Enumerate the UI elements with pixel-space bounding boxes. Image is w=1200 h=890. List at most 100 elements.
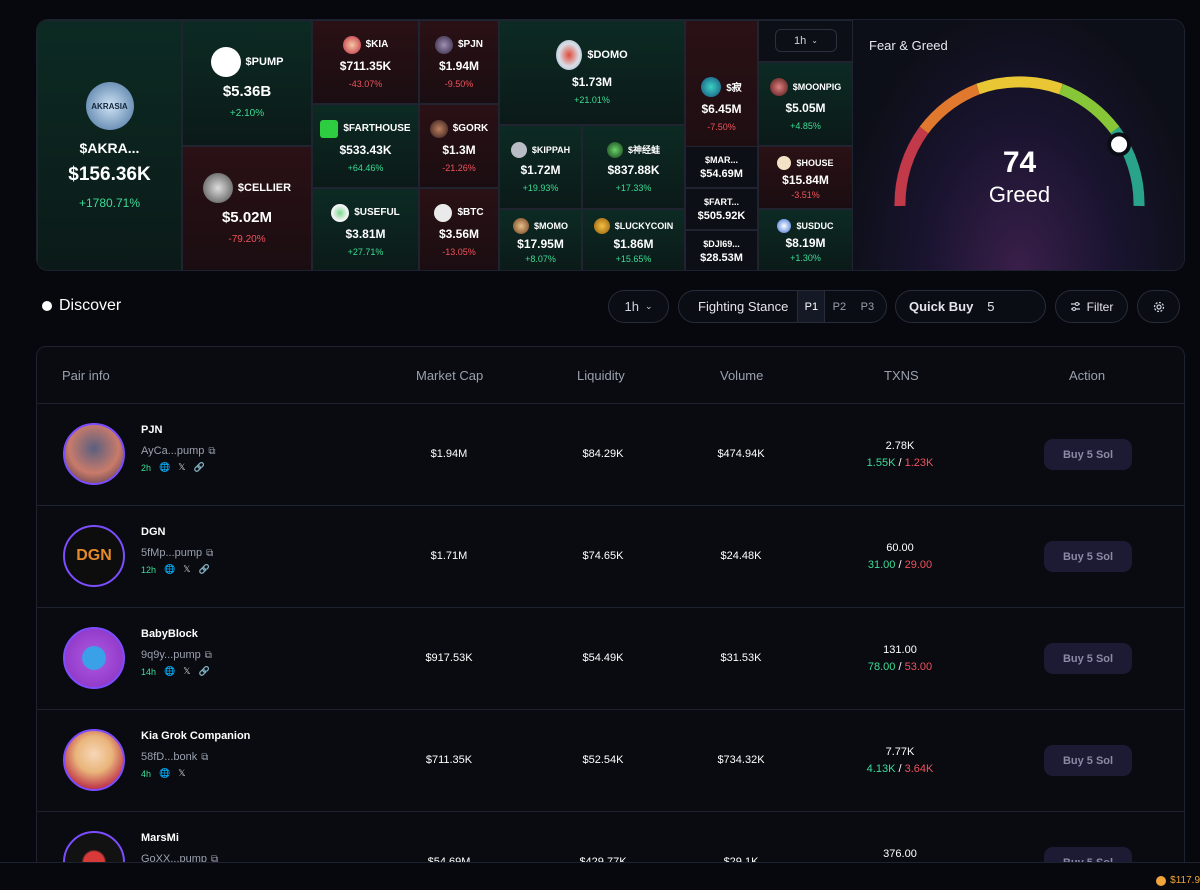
market-cap-value: $917.53K bbox=[425, 652, 473, 664]
tile-value: $837.88K bbox=[607, 162, 660, 177]
tile-symbol: $MOONPIG bbox=[792, 81, 842, 92]
heatmap-tile-momo[interactable]: $MOMO $17.95M +8.07% bbox=[499, 209, 582, 270]
x-icon[interactable]: 𝕏 bbox=[183, 666, 191, 676]
gauge-segment-greed bbox=[1058, 83, 1120, 134]
tile-symbol: $神经蛙 bbox=[627, 145, 660, 155]
settings-button[interactable] bbox=[1137, 290, 1180, 323]
heatmap-tile-domo[interactable]: $DOMO $1.73M +21.01% bbox=[499, 20, 685, 125]
tile-symbol: $DJI69... bbox=[703, 238, 740, 249]
column-market-cap[interactable]: Market Cap bbox=[416, 368, 484, 383]
link-icon[interactable]: 🔗 bbox=[193, 462, 205, 472]
pair-name[interactable]: DGN bbox=[141, 526, 166, 538]
link-icon[interactable]: 🔗 bbox=[198, 666, 210, 676]
heatmap-tile-dji[interactable]: $DJI69... $28.53M bbox=[685, 230, 758, 270]
tile-value: $5.02M bbox=[221, 209, 273, 226]
heatmap-tile-btc[interactable]: $BTC $3.56M -13.05% bbox=[419, 188, 499, 270]
heatmap-tile-cellier[interactable]: $CELLIER $5.02M -79.20% bbox=[182, 146, 312, 270]
pair-name[interactable]: Kia Grok Companion bbox=[141, 730, 251, 742]
globe-icon[interactable]: 🌐 bbox=[164, 564, 176, 574]
copy-icon[interactable]: ⧉ bbox=[206, 547, 214, 559]
table-row[interactable]: PJN AyCa...pump ⧉ 2h 🌐 𝕏 🔗 $1.94M $84.29K $4… bbox=[37, 404, 1184, 506]
tile-change: -7.50% bbox=[707, 121, 736, 132]
heatmap-tile-usduc[interactable]: $USDUC $8.19M +1.30% bbox=[758, 209, 853, 270]
pair-age: 14h bbox=[141, 666, 157, 677]
link-icon[interactable]: 🔗 bbox=[198, 564, 210, 574]
table-header: Pair info Market Cap Liquidity Volume TX… bbox=[37, 347, 1184, 404]
globe-icon[interactable]: 🌐 bbox=[164, 666, 176, 676]
copy-icon[interactable]: ⧉ bbox=[204, 649, 212, 661]
tile-symbol: $PUMP bbox=[245, 56, 284, 68]
pair-name[interactable]: MarsMi bbox=[141, 832, 179, 844]
volume-value: $474.94K bbox=[717, 448, 765, 460]
heatmap-tile-shenjing[interactable]: $神经蛙 $837.88K +17.33% bbox=[582, 125, 685, 209]
stance-p1-button[interactable]: P1 bbox=[797, 291, 826, 322]
buy-button[interactable]: Buy 5 Sol bbox=[1044, 643, 1132, 674]
tile-value: $1.3M bbox=[442, 142, 476, 157]
tile-symbol: $USEFUL bbox=[354, 207, 400, 218]
buy-button[interactable]: Buy 5 Sol bbox=[1044, 439, 1132, 470]
heatmap-tile-moonpig[interactable]: $MOONPIG $5.05M +4.85% bbox=[758, 62, 853, 146]
heatmap-timeframe-select[interactable]: 1h ⌄ bbox=[775, 29, 837, 52]
heatmap-tile-farthouse[interactable]: $FARTHOUSE $533.43K +64.46% bbox=[312, 104, 419, 188]
column-volume[interactable]: Volume bbox=[720, 368, 764, 383]
chevron-down-icon: ⌄ bbox=[811, 36, 818, 45]
stance-p2-button[interactable]: P2 bbox=[832, 300, 847, 313]
liquidity-value: $74.65K bbox=[582, 550, 624, 562]
liquidity-value: $52.54K bbox=[582, 754, 624, 766]
discover-timeframe-select[interactable]: 1h ⌄ bbox=[608, 290, 669, 323]
buy-button[interactable]: Buy 5 Sol bbox=[1044, 745, 1132, 776]
tile-change: +1.30% bbox=[790, 252, 821, 263]
quick-buy-amount[interactable]: 5 bbox=[987, 299, 995, 314]
buy-button[interactable]: Buy 5 Sol bbox=[1044, 541, 1132, 572]
tile-symbol: $FARTHOUSE bbox=[343, 123, 411, 134]
filter-button[interactable]: Filter bbox=[1055, 290, 1128, 323]
table-row[interactable]: BabyBlock 9q9y...pump ⧉ 14h 🌐 𝕏 🔗 $917.53K $… bbox=[37, 608, 1184, 710]
heatmap-tile-pump[interactable]: $PUMP $5.36B +2.10% bbox=[182, 20, 312, 146]
column-liquidity[interactable]: Liquidity bbox=[577, 368, 625, 383]
gauge-segment-neutral bbox=[976, 76, 1063, 95]
heatmap-tile-kippah[interactable]: $KIPPAH $1.72M +19.93% bbox=[499, 125, 582, 209]
pair-name[interactable]: PJN bbox=[141, 424, 163, 436]
tile-value: $8.19M bbox=[785, 235, 826, 250]
luckycoin-logo-icon bbox=[593, 217, 610, 234]
x-icon[interactable]: 𝕏 bbox=[178, 462, 186, 472]
heatmap-tile-house[interactable]: $HOUSE $15.84M -3.51% bbox=[758, 146, 853, 209]
pair-name[interactable]: BabyBlock bbox=[141, 628, 198, 640]
tile-symbol: $PJN bbox=[457, 39, 483, 50]
x-icon[interactable]: 𝕏 bbox=[178, 768, 186, 778]
tile-change: -21.26% bbox=[442, 162, 476, 173]
copy-icon[interactable]: ⧉ bbox=[201, 751, 209, 763]
heatmap-tile-mar[interactable]: $MAR... $54.69M bbox=[685, 146, 758, 188]
tile-value: $3.81M bbox=[345, 226, 386, 241]
heatmap-tile-useful[interactable]: $USEFUL $3.81M +27.71% bbox=[312, 188, 419, 270]
x-icon[interactable]: 𝕏 bbox=[183, 564, 191, 574]
quick-buy-field[interactable]: Quick Buy 5 bbox=[895, 290, 1046, 323]
ji-logo-icon bbox=[701, 76, 722, 97]
tile-symbol: $MOMO bbox=[533, 220, 568, 231]
tile-value: $28.53M bbox=[700, 251, 743, 264]
heatmap-tile-fart[interactable]: $FART... $505.92K bbox=[685, 188, 758, 230]
tile-symbol: $AKRA... bbox=[79, 140, 140, 156]
heatmap-tile-gork[interactable]: $GORK $1.3M -21.26% bbox=[419, 104, 499, 188]
copy-icon[interactable]: ⧉ bbox=[208, 445, 216, 457]
heatmap-tile-akra[interactable]: AKRASIA $AKRA... $156.36K +1780.71% bbox=[37, 20, 182, 270]
heatmap-tile-kia[interactable]: $KIA $711.35K -43.07% bbox=[312, 20, 419, 104]
discover-title: Discover bbox=[59, 297, 122, 314]
stance-p3-button[interactable]: P3 bbox=[860, 300, 875, 313]
gork-logo-icon bbox=[429, 119, 448, 138]
column-txns[interactable]: TXNS bbox=[884, 368, 919, 383]
txns-cell: 2.78K 1.55K / 1.23K bbox=[845, 440, 955, 469]
tile-value: $5.36B bbox=[222, 83, 272, 100]
globe-icon[interactable]: 🌐 bbox=[159, 768, 171, 778]
copy-icon[interactable]: ⧉ bbox=[211, 853, 219, 865]
table-row[interactable]: DGN DGN 5fMp...pump ⧉ 12h 🌐 𝕏 🔗 $1.71M $74.6… bbox=[37, 506, 1184, 608]
tile-value: $533.43K bbox=[339, 142, 392, 157]
txns-sells: 53.00 bbox=[904, 661, 933, 673]
volume-value: $734.32K bbox=[717, 754, 765, 766]
tile-value: $156.36K bbox=[68, 164, 151, 185]
heatmap-tile-pjn[interactable]: $PJN $1.94M -9.50% bbox=[419, 20, 499, 104]
globe-icon[interactable]: 🌐 bbox=[159, 462, 171, 472]
table-row[interactable]: Kia Grok Companion 58fD...bonk ⧉ 4h 🌐 𝕏 $71… bbox=[37, 710, 1184, 812]
discover-heading: Discover bbox=[42, 297, 121, 315]
heatmap-tile-luckycoin[interactable]: $LUCKYCOIN $1.86M +15.65% bbox=[582, 209, 685, 270]
